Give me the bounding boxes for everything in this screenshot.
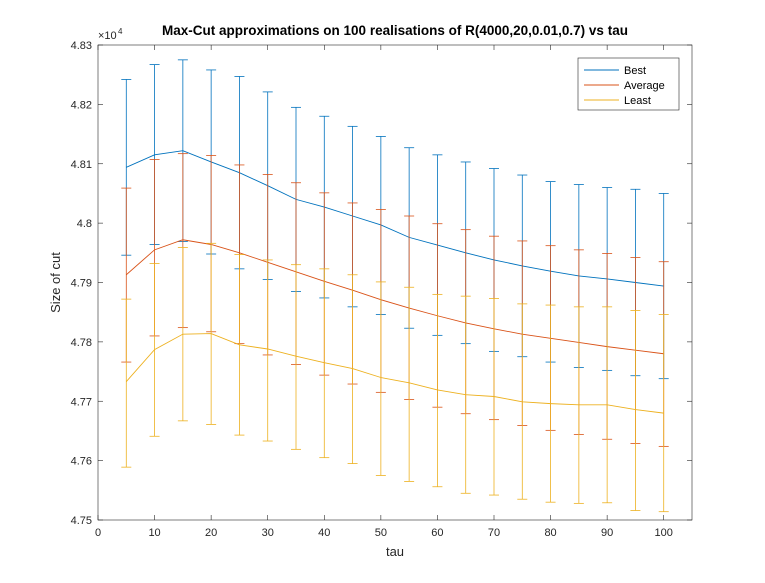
y-tick-label: 4.76 <box>71 456 92 468</box>
x-axis-label: tau <box>386 544 404 559</box>
series-least <box>121 242 669 513</box>
x-tick-label: 50 <box>375 527 387 539</box>
y-tick-label: 4.77 <box>71 396 92 408</box>
y-tick-label: 4.78 <box>71 337 92 349</box>
error-bar <box>375 281 386 476</box>
legend-item-average: Average <box>584 80 665 92</box>
x-tick-label: 80 <box>544 527 556 539</box>
y-exponent-label: ×10 <box>98 30 117 42</box>
x-tick-label: 40 <box>318 527 330 539</box>
error-bar <box>262 259 273 442</box>
legend-label: Average <box>624 80 665 92</box>
series-line-best <box>126 150 664 287</box>
x-tick-label: 10 <box>148 527 160 539</box>
error-bar <box>630 310 641 511</box>
legend-label: Best <box>624 65 646 77</box>
legend-label: Least <box>624 95 651 107</box>
legend-box <box>577 57 680 111</box>
chart-title: Max-Cut approximations on 100 realisatio… <box>162 23 628 38</box>
plot-area <box>98 45 692 520</box>
axis-ticks <box>97 44 692 521</box>
x-tick-label: 20 <box>205 527 217 539</box>
y-exponent-power: 4 <box>118 27 123 36</box>
plot-frame <box>97 44 693 521</box>
x-tick-label: 100 <box>655 527 673 539</box>
tick-labels: 0 10 20 30 40 50 60 70 80 90 100 4.75 4.76 4.77 4.78 4.… <box>71 40 673 539</box>
error-bar <box>432 293 443 488</box>
legend-item-least: Least <box>584 95 651 107</box>
y-tick-label: 4.83 <box>71 40 92 52</box>
series-line-average <box>125 239 664 355</box>
y-tick-label: 4.82 <box>71 99 92 111</box>
x-tick-label: 60 <box>431 527 443 539</box>
y-tick-label: 4.75 <box>71 515 92 527</box>
error-bar <box>404 286 415 482</box>
error-bar <box>291 264 301 450</box>
error-bar <box>347 274 358 464</box>
legend: Best Average Least <box>577 57 680 111</box>
legend-item-best: Best <box>584 65 646 77</box>
series-line-least <box>125 333 664 414</box>
y-axis-label: Size of cut <box>48 252 63 313</box>
error-bar <box>121 298 132 468</box>
x-tick-label: 70 <box>488 527 500 539</box>
y-tick-label: 4.81 <box>71 159 92 171</box>
y-tick-label: 4.8 <box>77 218 92 230</box>
x-tick-label: 30 <box>262 527 274 539</box>
error-bar <box>319 268 330 459</box>
series-layer <box>121 59 669 513</box>
x-tick-label: 0 <box>95 527 101 539</box>
y-tick-label: 4.79 <box>71 278 92 290</box>
x-tick-label: 90 <box>601 527 613 539</box>
